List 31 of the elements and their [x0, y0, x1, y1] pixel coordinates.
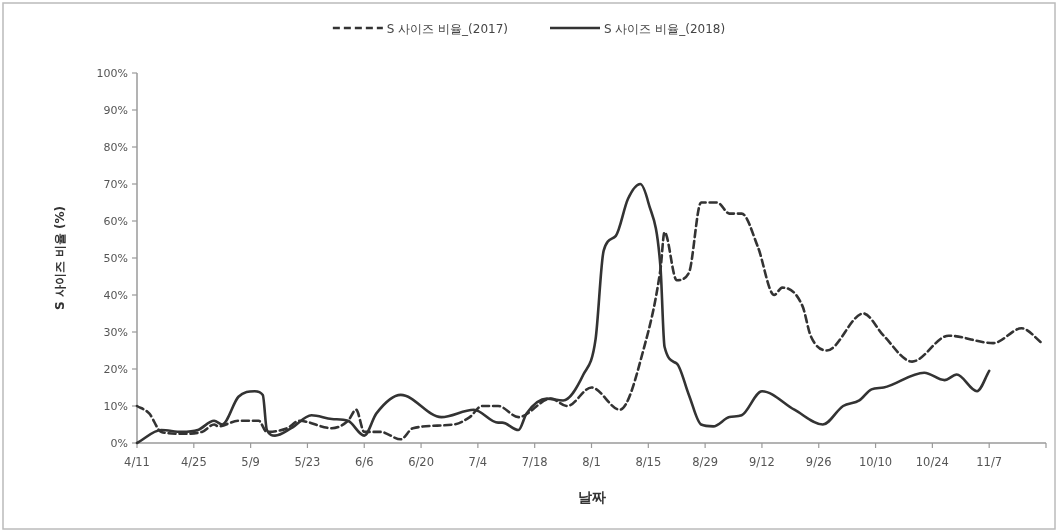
- legend-label: S 사이즈 비율_(2017): [386, 21, 508, 36]
- y-tick-label: 50%: [103, 252, 128, 265]
- y-tick-label: 30%: [103, 326, 128, 339]
- x-tick-label: 8/29: [692, 455, 719, 469]
- x-tick-label: 8/1: [582, 455, 601, 469]
- legend-label: S 사이즈 비율_(2018): [604, 21, 726, 36]
- x-tick-label: 11/7: [976, 455, 1003, 469]
- x-tick-label: 7/18: [521, 455, 548, 469]
- x-tick-label: 10/24: [915, 455, 949, 469]
- x-tick-label: 8/15: [635, 455, 662, 469]
- y-tick-label: 40%: [103, 289, 128, 302]
- x-tick-label: 4/25: [180, 455, 207, 469]
- x-tick-label: 9/12: [749, 455, 775, 469]
- x-tick-label: 5/23: [294, 455, 321, 469]
- y-tick-label: 90%: [103, 104, 128, 117]
- x-tick-label: 10/10: [858, 455, 893, 469]
- y-tick-label: 70%: [103, 178, 128, 191]
- y-tick-label: 0%: [110, 437, 128, 450]
- y-tick-label: 100%: [96, 67, 128, 80]
- y-tick-label: 80%: [103, 141, 128, 154]
- x-tick-label: 4/11: [124, 455, 150, 469]
- x-tick-label: 9/26: [805, 455, 832, 469]
- y-tick-label: 60%: [103, 215, 128, 228]
- y-tick-label: 10%: [103, 400, 128, 413]
- x-tick-label: 7/4: [468, 455, 488, 469]
- x-tick-label: 6/20: [408, 455, 434, 469]
- x-axis-title: 날짜: [577, 489, 606, 505]
- y-tick-label: 20%: [103, 363, 128, 376]
- x-tick-label: 5/9: [241, 455, 260, 469]
- y-axis-title: S 사이즈 비율 (%): [53, 205, 67, 311]
- x-tick-label: 6/6: [354, 455, 374, 469]
